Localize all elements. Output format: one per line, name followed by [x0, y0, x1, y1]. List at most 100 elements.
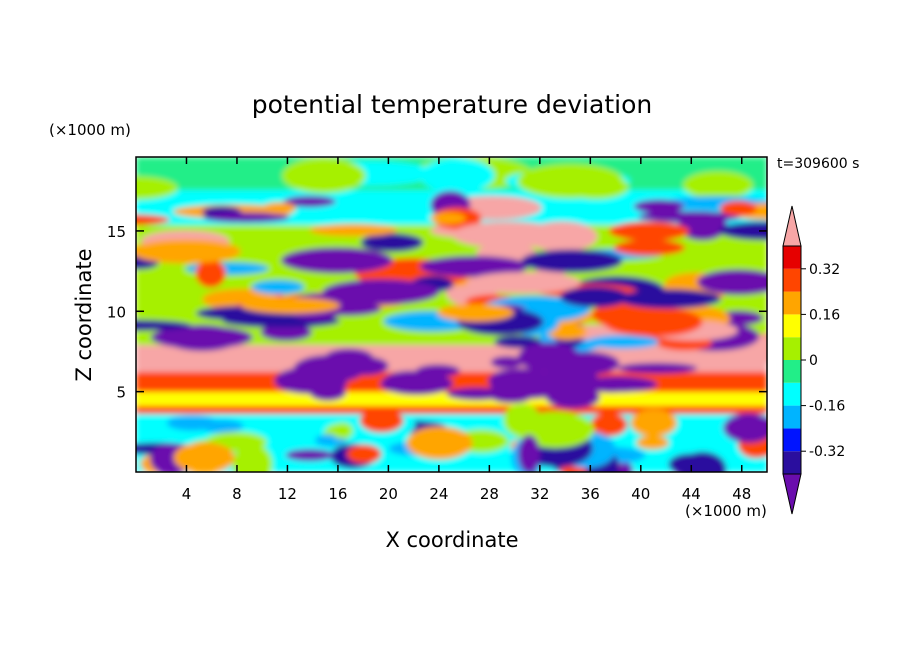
field-band	[136, 406, 767, 414]
y-axis: 5 10 15	[107, 223, 767, 402]
x-tick-label: 36	[581, 485, 600, 503]
field-blob	[560, 286, 629, 308]
y-tick-label: 15	[107, 223, 126, 241]
field-blob	[251, 279, 305, 295]
field-blob	[604, 307, 703, 337]
colorbar-label: 0.16	[809, 307, 840, 323]
field-blob	[590, 412, 628, 437]
field-blob	[283, 195, 336, 208]
field-blob	[406, 426, 473, 460]
x-tick-label: 24	[429, 485, 448, 503]
field-blob	[545, 385, 600, 409]
x-tick-label: 8	[232, 485, 242, 503]
field-blob	[518, 434, 540, 472]
field-blob	[578, 376, 658, 393]
x-tick-label: 44	[682, 485, 701, 503]
y-tick-label: 5	[116, 384, 126, 402]
field-blob	[282, 158, 366, 194]
field-blob	[668, 453, 713, 472]
field-blob	[360, 233, 424, 252]
field-blob	[633, 199, 685, 214]
field-blob	[346, 444, 382, 464]
field-blob	[506, 375, 553, 386]
field-blob	[136, 176, 178, 200]
field-blob	[173, 442, 235, 472]
colorbar-extend-min	[782, 473, 802, 515]
field-blob	[164, 324, 240, 352]
x-tick-label: 32	[530, 485, 549, 503]
colorbar-segment	[783, 360, 801, 383]
colorbar-segment	[783, 291, 801, 315]
field-blob	[262, 202, 297, 215]
field-blob	[586, 334, 660, 349]
field-blob	[723, 413, 767, 443]
field-blob	[608, 221, 690, 241]
field-blob	[195, 259, 226, 288]
field-blob	[494, 335, 542, 349]
colorbar-label: -0.16	[809, 399, 845, 415]
colorbar-segment	[783, 337, 801, 360]
x-unit-label: (×1000 m)	[685, 502, 767, 520]
field-blob	[419, 255, 529, 278]
field-blob	[430, 212, 466, 225]
field-blob	[293, 359, 351, 378]
field-blob	[199, 419, 244, 433]
colorbar-segment	[783, 246, 801, 269]
plot-frame	[135, 156, 768, 473]
colorbar-segment	[783, 268, 801, 292]
colorbar-label: 0	[809, 353, 818, 369]
field-blob	[203, 212, 290, 223]
field-blob	[630, 408, 677, 437]
field-blob	[437, 303, 514, 322]
x-tick-label: 4	[182, 485, 192, 503]
y-unit-label: (×1000 m)	[49, 121, 131, 139]
x-tick-label: 16	[328, 485, 347, 503]
field-blob	[452, 221, 564, 248]
colorbar-segment	[783, 405, 801, 429]
heatmap-field	[136, 157, 767, 472]
field-blob	[678, 211, 728, 241]
field-blob	[617, 289, 722, 309]
field-blob	[309, 223, 398, 237]
field-blob	[261, 417, 290, 451]
field-blob	[517, 342, 581, 372]
field-blob	[260, 323, 312, 342]
field-blob	[419, 158, 495, 193]
colorbar-segment	[783, 382, 801, 406]
colorbar-label: -0.32	[809, 444, 845, 460]
field-blob	[331, 422, 354, 439]
field-blob	[380, 372, 453, 395]
colorbar-extend-max	[782, 205, 802, 247]
field-blob	[563, 174, 629, 200]
field-blob	[491, 392, 531, 404]
field-blob	[697, 269, 767, 295]
x-tick-label: 12	[278, 485, 297, 503]
field-blob	[280, 247, 393, 274]
colorbar: 0.32 0.16 0 -0.16 -0.32	[782, 205, 845, 515]
colorbar-label: 0.32	[809, 262, 840, 278]
field-blob	[359, 408, 404, 433]
x-axis: 4 8 12 16 20 24 28 32 36 40 44 48	[182, 157, 751, 503]
field-blob	[322, 279, 440, 305]
x-tick-label: 20	[379, 485, 398, 503]
field-blob	[636, 435, 670, 450]
field-blob	[136, 214, 170, 225]
colorbar-segment	[783, 428, 801, 452]
field-blob	[285, 449, 334, 462]
field-blob	[490, 356, 524, 369]
x-axis-label: X coordinate	[385, 528, 518, 552]
field-blob	[466, 272, 581, 294]
field-blob	[617, 362, 698, 374]
field-blob	[521, 249, 623, 273]
y-axis-label: Z coordinate	[72, 248, 96, 381]
x-tick-label: 40	[631, 485, 650, 503]
field-blob	[613, 239, 685, 256]
field-blob	[136, 239, 241, 264]
field-blob	[240, 297, 341, 314]
field-blob	[136, 319, 192, 331]
colorbar-segment	[783, 314, 801, 338]
x-tick-label: 28	[480, 485, 499, 503]
y-tick-label: 10	[107, 303, 126, 321]
time-label: t=309600 s	[777, 156, 859, 172]
